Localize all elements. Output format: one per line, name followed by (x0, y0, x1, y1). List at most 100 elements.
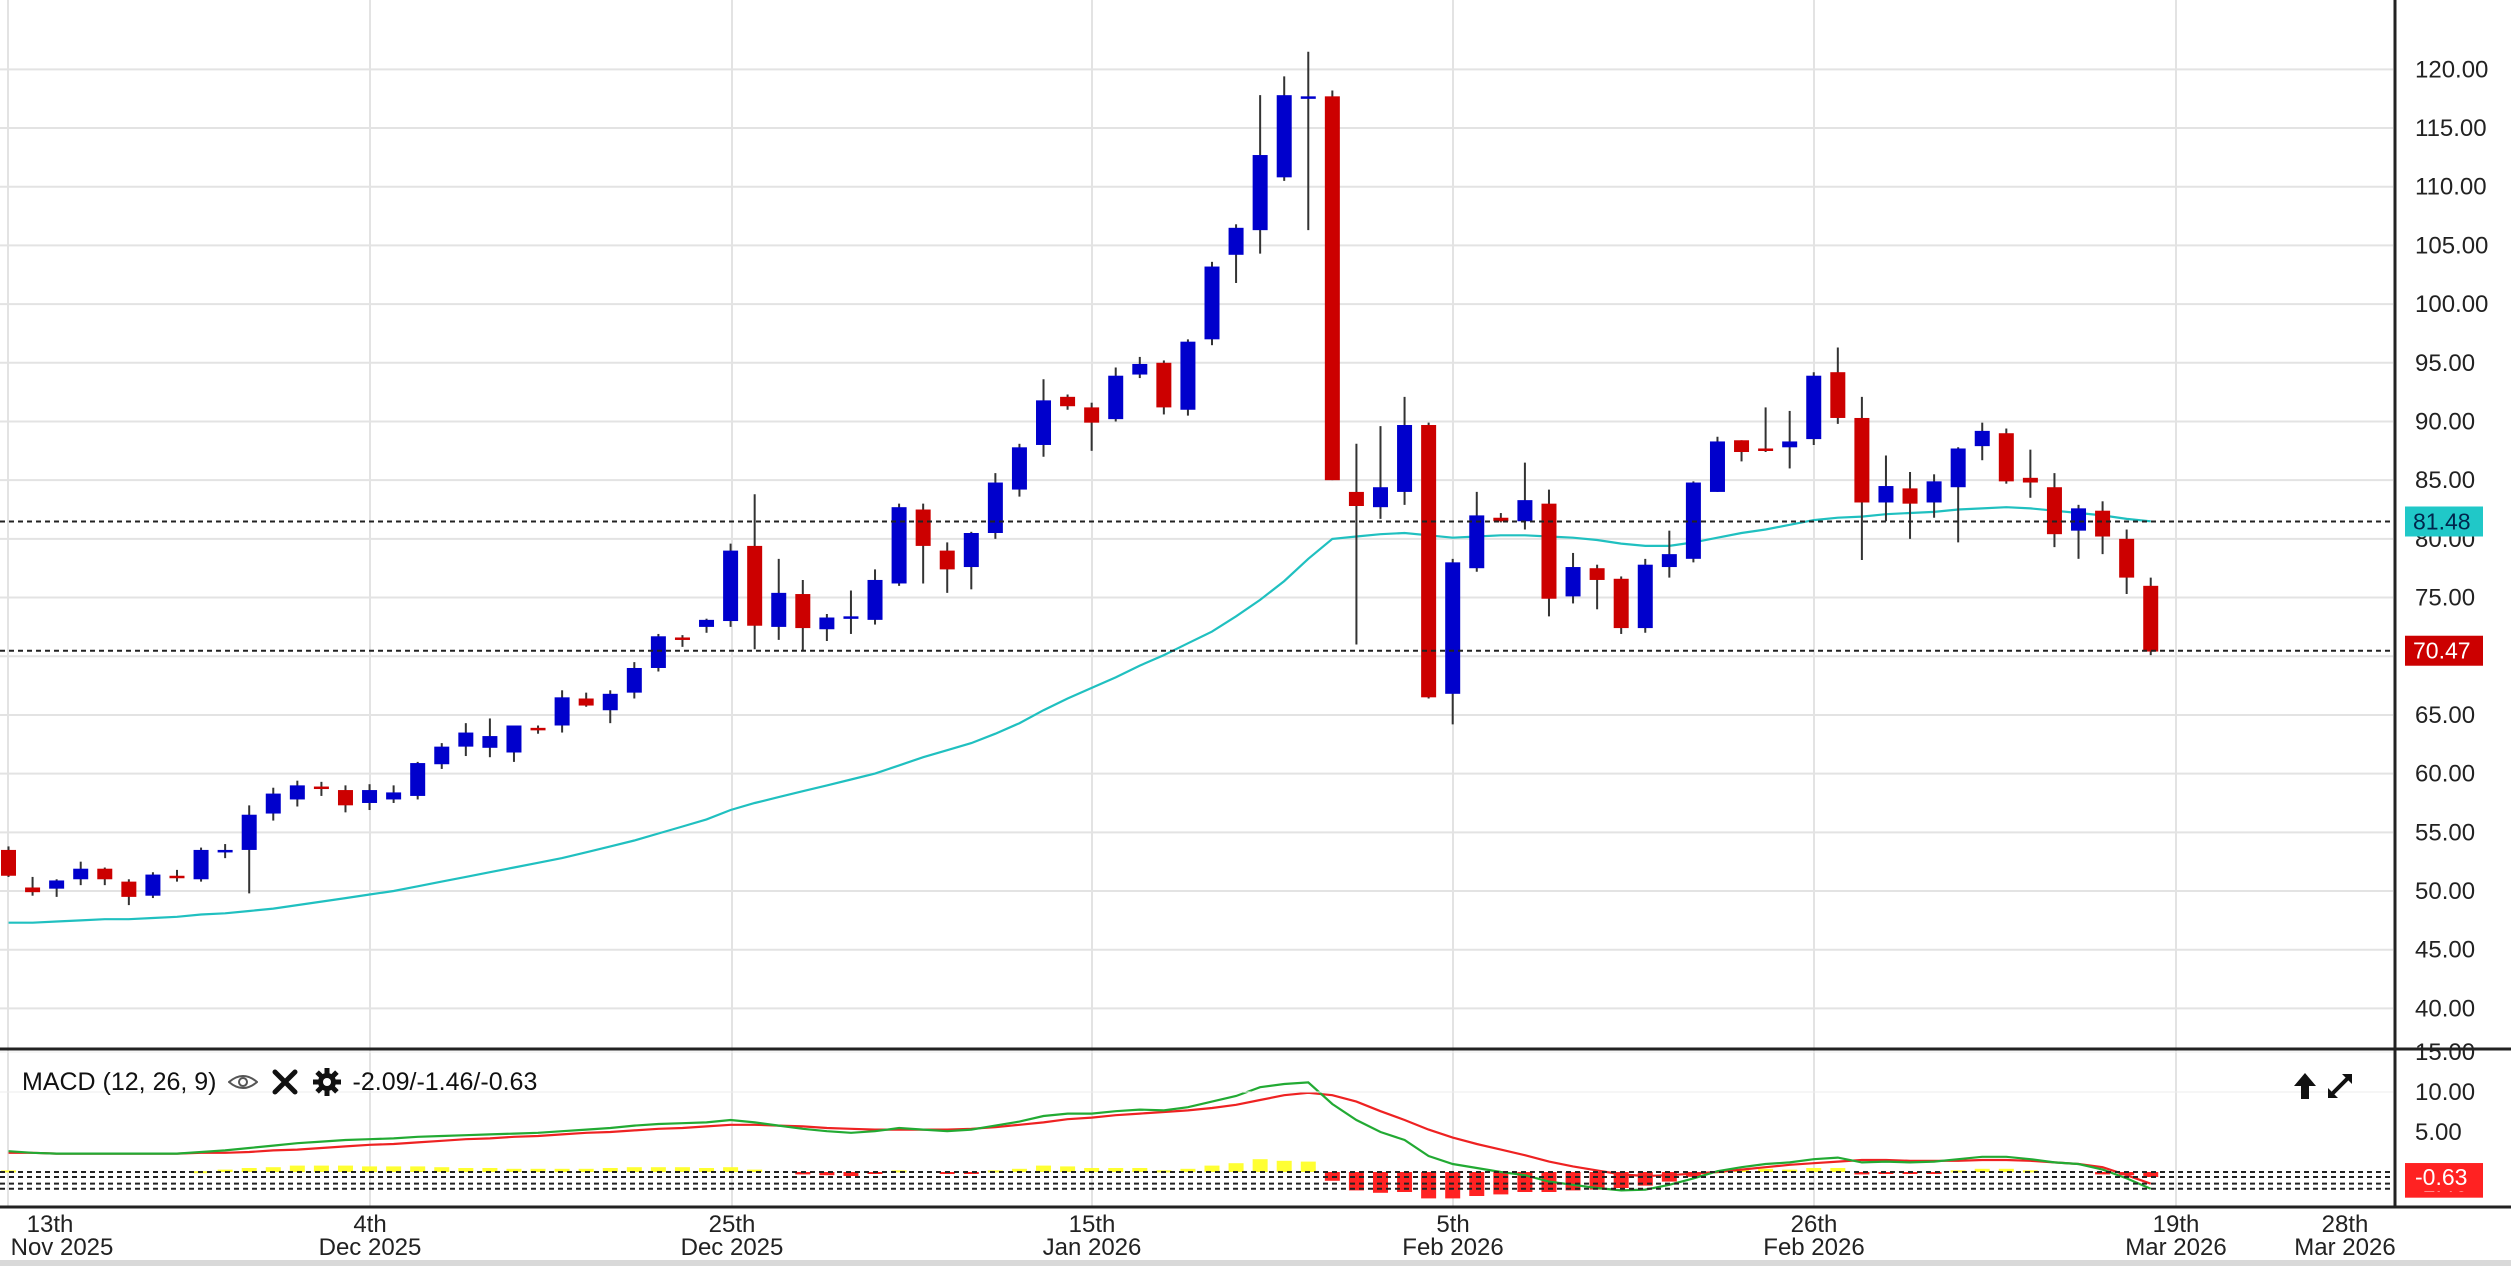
macd-histogram-bar (241, 1168, 257, 1172)
candle-up (434, 743, 450, 769)
macd-histogram-bar (217, 1169, 233, 1172)
x-tick-label-month: Nov 2025 (11, 1234, 114, 1261)
candle-body (1252, 155, 1268, 231)
candle-down (1541, 489, 1557, 617)
candle-body (674, 637, 690, 640)
candle-up (241, 805, 257, 894)
candle-up (1709, 436, 1725, 492)
macd-signal-line (8, 1091, 2152, 1185)
candle-body (891, 507, 907, 584)
candle-body (1060, 396, 1076, 407)
candle-up (963, 531, 979, 590)
x-tick-label-day: 28th (2322, 1211, 2369, 1238)
candle-down (530, 725, 546, 734)
gear-icon[interactable] (311, 1066, 343, 1098)
candle-body (699, 619, 715, 627)
macd-histogram-bar (747, 1169, 763, 1172)
expand-icon[interactable] (2322, 1068, 2358, 1104)
candle-down (1613, 576, 1629, 634)
candle-up (217, 844, 233, 859)
eye-icon[interactable] (227, 1066, 259, 1098)
macd-histogram-bar (891, 1170, 907, 1173)
macd-histogram-bar (2022, 1170, 2038, 1173)
macd-hist-tag: -0.63 (2405, 1163, 2483, 1192)
macd-histogram-bar (1036, 1165, 1052, 1172)
candle-up (289, 780, 305, 807)
candle-body (987, 482, 1003, 533)
candle-body (169, 875, 185, 879)
last-price-tag-bg (2405, 635, 2483, 666)
candle-body (819, 617, 835, 630)
macd-legend: MACD (12, 26, 9) -2.09/-1.46/-0.63 (22, 1066, 537, 1098)
candle-down (1854, 396, 1870, 560)
y-tick-label: 110.00 (2415, 174, 2487, 201)
candle-body (97, 868, 113, 880)
candle-body (337, 790, 353, 806)
y-tick-label: 100.00 (2415, 291, 2488, 318)
candle-down (1, 846, 16, 877)
macd-histogram-bar (554, 1168, 570, 1172)
macd-histogram-bar (1565, 1172, 1581, 1191)
macd-histogram-bar (1974, 1168, 1990, 1172)
candle-down (25, 876, 41, 896)
candle-body (289, 785, 305, 800)
moving-average-line (8, 506, 2151, 924)
x-tick-label-day: 15th (1069, 1211, 1116, 1238)
last-price-tag: 70.47 (2405, 635, 2483, 666)
candle-up (1517, 462, 1533, 530)
candle-body (1276, 95, 1292, 178)
y-tick-label: 115.00 (2415, 115, 2487, 142)
candle-body (1854, 417, 1870, 503)
candle-down (169, 869, 185, 882)
candle-body (1204, 266, 1220, 340)
candle-body (313, 786, 329, 790)
candle-up (145, 872, 161, 899)
macd-histogram-bar (2119, 1172, 2135, 1176)
candle-up (602, 690, 618, 724)
candle-up (1469, 491, 1485, 572)
candle-body (1878, 486, 1894, 503)
bottom-scrollbar[interactable] (0, 1260, 2511, 1266)
candle-body (145, 874, 161, 896)
macd-histogram-bar (963, 1172, 979, 1174)
macd-histogram-bar (313, 1165, 329, 1172)
macd-histogram-bar (1204, 1165, 1220, 1172)
close-icon[interactable] (269, 1066, 301, 1098)
candle-up (1637, 558, 1653, 633)
ma-price-tag: 81.48 (2405, 506, 2483, 537)
candle-up (1445, 558, 1461, 725)
candle-down (578, 692, 594, 707)
candle-down (1902, 471, 1918, 539)
candle-body (121, 881, 137, 897)
macd-values: -2.09/-1.46/-0.63 (352, 1067, 538, 1096)
candle-up (987, 473, 1003, 539)
macd-histogram-bar (626, 1167, 642, 1172)
candle-up (1108, 367, 1124, 422)
macd-histogram-bar (1300, 1161, 1316, 1172)
candle-body (723, 550, 739, 622)
macd-histogram-bar (699, 1168, 715, 1172)
arrow-up-icon[interactable] (2287, 1068, 2323, 1104)
candle-up (1036, 379, 1052, 457)
candle-body (963, 533, 979, 568)
candle-up (482, 718, 498, 758)
candle-body (386, 792, 402, 800)
candle-body (1180, 341, 1196, 410)
macd-histogram-bar (506, 1168, 522, 1172)
macd-histogram-bar (1348, 1172, 1364, 1191)
candle-body (2095, 510, 2111, 537)
candle-body (602, 693, 618, 711)
macd-histogram-bar (602, 1168, 618, 1172)
candle-body (747, 545, 763, 626)
candle-body (1445, 562, 1461, 694)
macd-histogram-bar (1830, 1168, 1846, 1172)
candle-body (915, 509, 931, 546)
candle-body (25, 887, 41, 893)
macd-histogram-bar (434, 1167, 450, 1172)
macd-title: MACD (12, 26, 9) (22, 1067, 217, 1096)
macd-histogram-bar (410, 1166, 426, 1172)
candle-down (1348, 443, 1364, 645)
candle-down (2119, 529, 2135, 595)
candle-down (1084, 402, 1100, 451)
candle-up (1252, 95, 1268, 254)
